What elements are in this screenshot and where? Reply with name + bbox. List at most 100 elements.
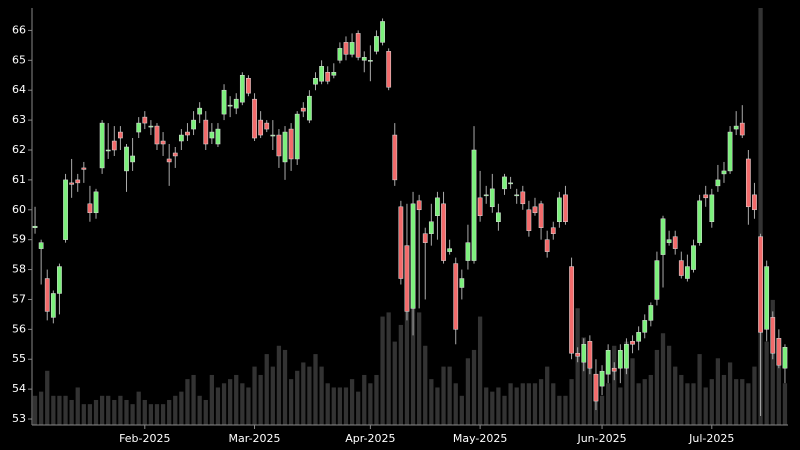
volume-bar [380, 316, 385, 425]
candle-body [111, 140, 117, 151]
candle-body [166, 158, 172, 163]
volume-bar [642, 379, 647, 425]
candle-body [416, 200, 422, 211]
candle-body [611, 367, 617, 372]
x-tick-label: Apr-2025 [345, 432, 395, 445]
x-tick-label: Mar-2025 [229, 432, 281, 445]
volume-bar [587, 354, 592, 425]
candle-body [307, 95, 312, 121]
volume-bar [51, 395, 56, 425]
candle-body [69, 182, 75, 185]
volume-bar [496, 387, 501, 425]
candle-body [569, 266, 574, 354]
volume-bar [703, 387, 708, 425]
candle-body [666, 239, 672, 243]
candle-body [483, 194, 489, 197]
volume-bar [295, 370, 300, 425]
volume-bar [679, 374, 684, 425]
volume-bar [349, 379, 355, 425]
candle-body [44, 278, 50, 312]
candle-body [556, 197, 562, 222]
candle-body [300, 107, 306, 112]
volume-bar [532, 383, 538, 425]
volume-bar [429, 379, 434, 425]
volume-bar [301, 362, 306, 425]
candle-body [331, 72, 337, 76]
candle-body [563, 194, 568, 222]
volume-bar [160, 404, 166, 425]
volume-bar [740, 379, 745, 425]
volume-layer [32, 8, 788, 425]
candle-body [471, 149, 477, 261]
candle-body [374, 36, 379, 52]
candle-body [191, 119, 196, 130]
candle-body [581, 344, 587, 363]
candle-body [496, 212, 501, 222]
volume-bar [124, 399, 129, 425]
volume-bar [234, 374, 239, 425]
candle-body [654, 260, 660, 300]
volume-bar [39, 391, 44, 425]
volume-bar [453, 383, 458, 425]
candle-body [587, 341, 593, 369]
candle-body [575, 353, 581, 357]
volume-bar [746, 383, 751, 425]
candle-body [294, 113, 300, 160]
candle-body [593, 373, 599, 402]
volume-bar [471, 349, 477, 425]
candle-body [38, 242, 44, 249]
volume-bar [75, 387, 80, 425]
volume-bar [666, 345, 672, 425]
volume-bar [709, 379, 714, 425]
candle-body [87, 203, 93, 214]
candle-body [422, 233, 428, 243]
candle-body [550, 227, 556, 234]
y-tick-label: 54 [12, 382, 26, 395]
volume-bar [685, 383, 690, 425]
candle-body [227, 104, 233, 107]
candle-body [276, 134, 282, 157]
volume-bar [441, 366, 446, 425]
volume-bar [148, 404, 154, 425]
volume-bar [154, 404, 160, 425]
volume-bar [246, 387, 251, 425]
candle-body [703, 194, 709, 199]
y-tick-label: 55 [12, 352, 26, 365]
volume-bar [288, 379, 294, 425]
candle-body [93, 191, 99, 214]
candle-body [349, 42, 355, 55]
y-tick-label: 61 [12, 173, 26, 186]
volume-bar [624, 341, 629, 425]
candle-body [770, 317, 776, 354]
candle-body [599, 370, 605, 387]
volume-bar [252, 366, 257, 425]
volume-bar [215, 387, 221, 425]
volume-bar [612, 345, 617, 425]
volume-bar [112, 399, 117, 425]
candle-body [636, 332, 642, 342]
y-tick-label: 64 [12, 83, 26, 96]
volume-bar [142, 399, 147, 425]
volume-bar [484, 387, 489, 425]
y-tick-label: 59 [12, 233, 26, 246]
volume-bar [435, 387, 440, 425]
candle-body [178, 134, 184, 142]
candle-body [118, 131, 123, 139]
candle-body [727, 131, 733, 172]
candle-body [130, 155, 135, 163]
candle-body [105, 149, 111, 152]
volume-bar [69, 399, 74, 425]
candle-body [142, 116, 148, 124]
volume-bar [599, 395, 605, 425]
y-tick-label: 58 [12, 263, 26, 276]
candle-body [617, 350, 623, 369]
volume-bar [386, 312, 391, 425]
volume-bar [179, 391, 184, 425]
volume-bar [319, 366, 324, 425]
candle-body [398, 206, 404, 279]
candle-body [715, 179, 721, 187]
candle-body [660, 218, 666, 255]
volume-bar [490, 391, 495, 425]
candle-body [733, 125, 739, 130]
